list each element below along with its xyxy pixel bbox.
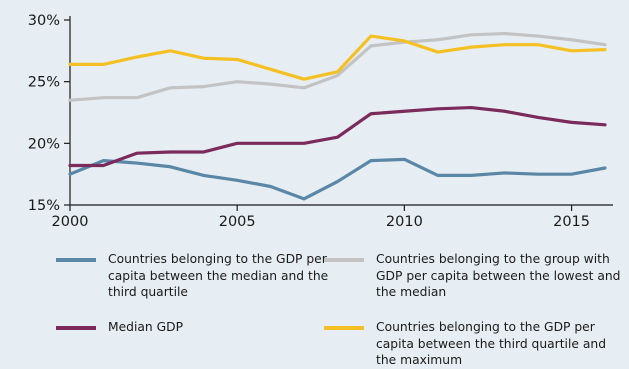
legend-item-median-gdp: Median GDP — [56, 319, 183, 336]
x-tick-label: 2015 — [553, 214, 590, 230]
y-tick-label: 30% — [28, 13, 60, 29]
legend-line: Countries belonging to the GDP per — [108, 252, 327, 266]
y-tick-label: 25% — [28, 75, 60, 91]
legend: Countries belonging to the GDP per capit… — [0, 248, 629, 369]
legend-label-lowest-median: Countries belonging to the group with GD… — [376, 251, 620, 301]
legend-swatch-median-third-quartile — [56, 258, 96, 262]
legend-label-median-third-quartile: Countries belonging to the GDP per capit… — [108, 251, 328, 301]
legend-line: capita between the median and the — [108, 268, 329, 283]
series-line-1 — [68, 31, 607, 102]
axes: 15% 20% 25% 30% 2000 2005 2010 2015 — [28, 13, 613, 230]
y-tick-label: 20% — [28, 136, 60, 152]
legend-line: third quartile — [108, 285, 188, 299]
legend-item-median-third-quartile: Countries belonging to the GDP per capit… — [56, 251, 328, 301]
y-tick-label: 15% — [28, 198, 60, 214]
legend-line: capita between the third quartile and — [376, 336, 606, 351]
series-line-2 — [68, 105, 607, 168]
legend-label-third-quartile-max: Countries belonging to the GDP per capit… — [376, 319, 606, 369]
legend-swatch-lowest-median — [324, 258, 364, 262]
legend-line: GDP per capita between the lowest and — [376, 268, 621, 283]
series-lines — [68, 31, 607, 201]
x-tick-label: 2010 — [386, 214, 423, 230]
line-chart: 15% 20% 25% 30% 2000 2005 2010 2015 — [28, 13, 613, 230]
legend-swatch-median-gdp — [56, 326, 96, 330]
legend-line: Median GDP — [108, 320, 184, 334]
legend-line: the maximum — [376, 353, 463, 367]
series-line-0 — [68, 157, 607, 201]
x-tick-label: 2005 — [219, 214, 256, 230]
legend-label-median-gdp: Median GDP — [108, 319, 183, 336]
x-tick-label: 2000 — [52, 214, 89, 230]
legend-swatch-third-quartile-max — [324, 326, 364, 330]
legend-item-lowest-median: Countries belonging to the group with GD… — [324, 251, 620, 301]
legend-line: Countries belonging to the group with — [376, 252, 610, 266]
legend-line: the median — [376, 285, 447, 299]
series-line-3 — [68, 34, 607, 81]
legend-line: Countries belonging to the GDP per — [376, 320, 595, 334]
legend-item-third-quartile-max: Countries belonging to the GDP per capit… — [324, 319, 606, 369]
